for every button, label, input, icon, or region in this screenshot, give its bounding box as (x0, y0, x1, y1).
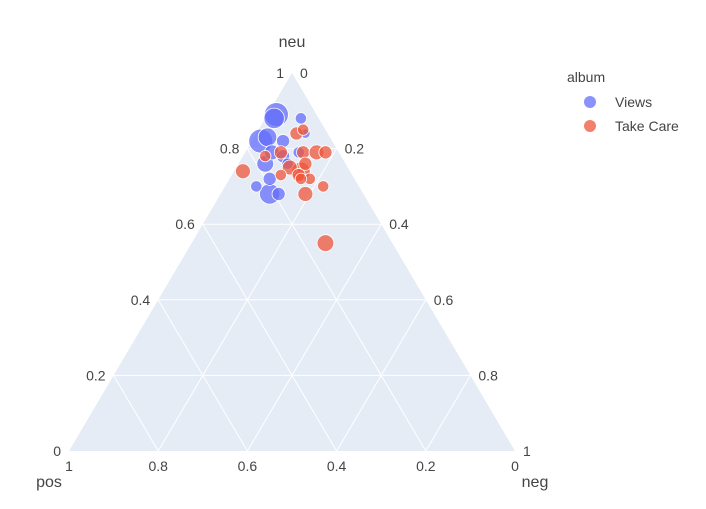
data-point-take-care[interactable] (235, 163, 251, 180)
grid-line-pos (157, 299, 248, 452)
tick-label-neu: 1 (276, 65, 284, 81)
axis-title-neg: neg (522, 474, 549, 491)
ternary-ticks: 00.20.40.60.81 00.20.40.60.8100.20.40.60.… (53, 65, 531, 474)
data-point-take-care[interactable] (298, 156, 313, 171)
legend-title: album (567, 69, 605, 85)
legend-label-take-care: Take Care (615, 118, 679, 134)
tick-label-pos: 0.4 (327, 458, 347, 474)
tick-label-neg: 0.2 (345, 141, 365, 157)
data-point-views[interactable] (257, 127, 278, 147)
grid-line-pos (113, 375, 159, 452)
tick-label-pos: 0 (511, 458, 519, 474)
legend-item-views[interactable]: Views (584, 94, 652, 110)
data-point-views[interactable] (262, 171, 277, 186)
legend-item-take-care[interactable]: Take Care (584, 118, 679, 134)
data-point-take-care[interactable] (317, 180, 330, 193)
data-point-take-care[interactable] (273, 145, 288, 160)
data-point-views[interactable] (294, 112, 308, 125)
data-point-take-care[interactable] (259, 150, 272, 163)
ternary-plot-area (69, 73, 515, 451)
data-point-take-care[interactable] (297, 186, 314, 202)
grid-line-neg (425, 375, 471, 452)
tick-label-neg: 0.8 (478, 367, 498, 383)
data-point-take-care[interactable] (294, 172, 308, 185)
legend-label-views: Views (615, 94, 652, 110)
data-point-views[interactable] (276, 134, 291, 149)
tick-label-neu: 0 (53, 443, 61, 459)
axis-title-neu: neu (279, 34, 306, 51)
tick-label-pos: 0.6 (238, 458, 258, 474)
data-point-views[interactable] (271, 186, 286, 201)
data-point-take-care[interactable] (296, 145, 311, 160)
axis-title-pos: pos (36, 474, 62, 491)
data-point-take-care[interactable] (318, 145, 333, 160)
tick-label-neu: 0.6 (175, 216, 195, 232)
scatter-points (235, 102, 335, 252)
data-point-take-care[interactable] (297, 123, 310, 136)
grid-line-neg (336, 299, 427, 452)
tick-label-neg: 0 (300, 65, 308, 81)
tick-label-neg: 0.6 (434, 292, 454, 308)
legend-marker-take-care (584, 120, 596, 132)
legend: album Views Take Care (567, 69, 679, 134)
grid-line-neg (246, 223, 382, 452)
tick-label-neg: 0.4 (389, 216, 409, 232)
tick-label-neu: 0.2 (86, 367, 106, 383)
tick-label-neu: 0.4 (131, 292, 151, 308)
tick-label-pos: 1 (65, 458, 73, 474)
grid-line-pos (202, 223, 338, 452)
tick-label-neg: 1 (523, 443, 531, 459)
tick-label-neu: 0.8 (220, 141, 240, 157)
data-point-views[interactable] (263, 107, 285, 129)
data-point-views[interactable] (250, 180, 263, 193)
data-point-take-care[interactable] (316, 234, 335, 252)
tick-label-pos: 0.2 (416, 458, 436, 474)
tick-label-pos: 0.8 (148, 458, 168, 474)
data-point-take-care[interactable] (274, 168, 287, 182)
legend-marker-views (584, 96, 596, 108)
